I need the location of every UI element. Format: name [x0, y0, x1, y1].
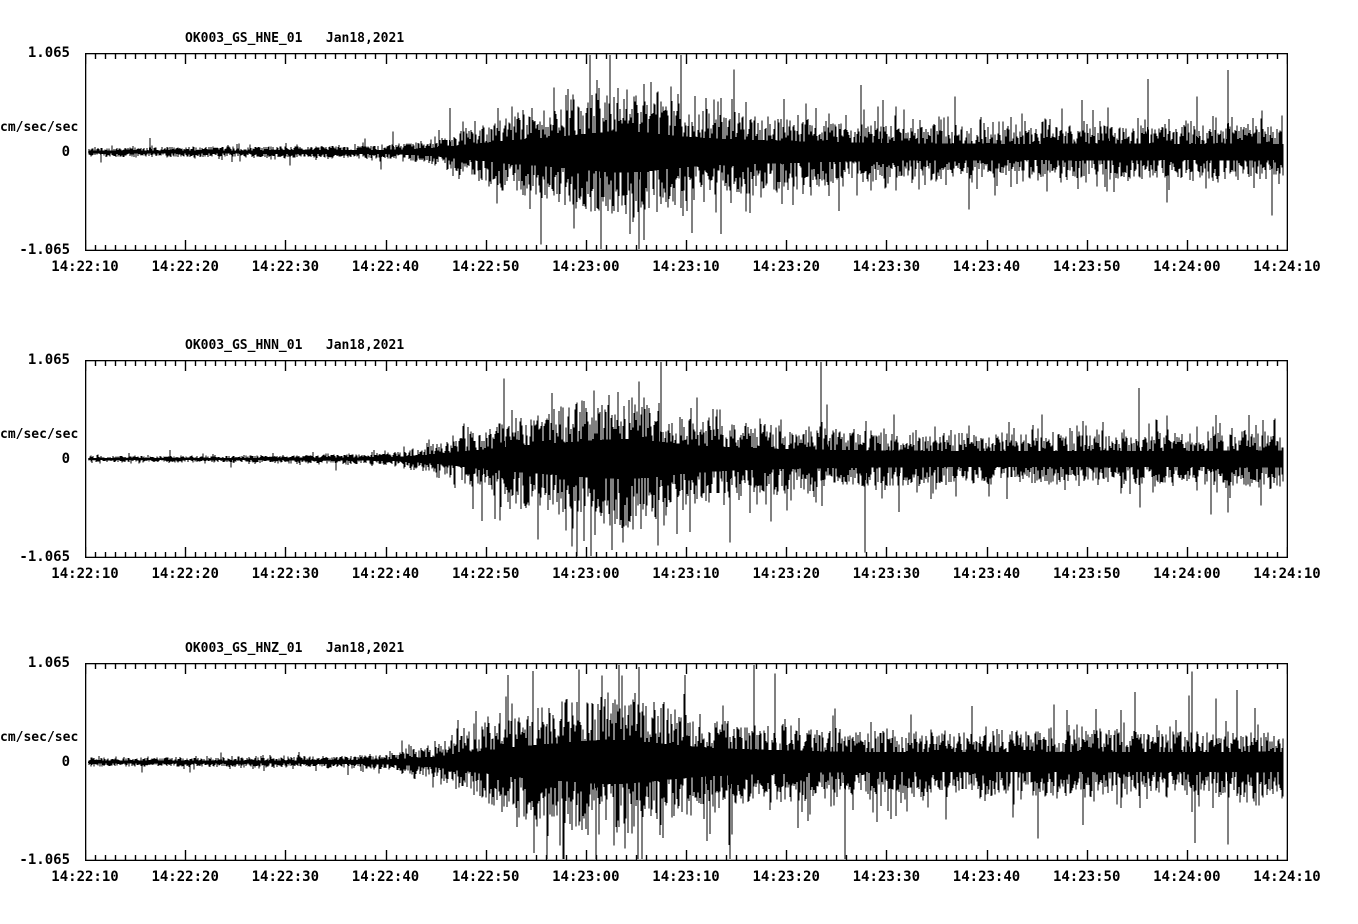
x-tick-label: 14:22:40 — [351, 869, 420, 885]
y-tick-max-hnz: 1.065 — [27, 655, 70, 671]
x-tick-label: 14:22:40 — [351, 566, 420, 582]
x-tick-label: 14:24:00 — [1153, 869, 1221, 885]
x-tick-label: 14:23:30 — [852, 259, 921, 275]
panel-title-hnn: OK003_GS_HNN_01 Jan18,2021 — [185, 338, 405, 353]
x-tick-label: 14:23:10 — [652, 566, 720, 582]
x-tick-label: 14:24:10 — [1253, 566, 1321, 582]
x-tick-label: 14:23:10 — [652, 869, 720, 885]
x-tick-label: 14:23:20 — [752, 566, 820, 582]
x-tick-label: 14:22:20 — [151, 259, 219, 275]
y-tick-min-hnz: -1.065 — [19, 852, 70, 868]
panel-title-hnz: OK003_GS_HNZ_01 Jan18,2021 — [185, 641, 405, 656]
x-tick-label: 14:22:50 — [451, 566, 520, 582]
x-tick-label: 14:24:00 — [1153, 259, 1221, 275]
x-tick-label: 14:22:40 — [351, 259, 420, 275]
x-tick-label: 14:23:00 — [552, 566, 620, 582]
x-tick-label: 14:22:30 — [251, 869, 320, 885]
x-tick-label: 14:23:40 — [952, 869, 1021, 885]
waveform-plot-hnn — [85, 360, 1288, 558]
y-tick-min-hnn: -1.065 — [19, 549, 70, 565]
seismogram-panel-hne: OK003_GS_HNE_01 Jan18,2021 1.065 cm/sec/… — [0, 0, 1358, 310]
x-tick-label: 14:23:00 — [552, 259, 620, 275]
waveform-plot-hnz — [85, 663, 1288, 861]
y-tick-zero-hnn: 0 — [61, 451, 70, 467]
x-tick-label: 14:22:50 — [451, 869, 520, 885]
x-tick-label: 14:23:50 — [1052, 259, 1121, 275]
x-tick-label: 14:23:40 — [952, 566, 1021, 582]
x-tick-label: 14:23:50 — [1052, 566, 1121, 582]
seismogram-panel-hnz: OK003_GS_HNZ_01 Jan18,2021 1.065 cm/sec/… — [0, 610, 1358, 924]
y-tick-max-hne: 1.065 — [27, 45, 70, 61]
x-tick-label: 14:23:20 — [752, 259, 820, 275]
x-tick-label: 14:24:00 — [1153, 566, 1221, 582]
x-tick-label: 14:23:50 — [1052, 869, 1121, 885]
x-tick-label: 14:22:10 — [51, 566, 119, 582]
y-axis-units-hnn: cm/sec/sec — [0, 427, 79, 442]
y-tick-min-hne: -1.065 — [19, 242, 70, 258]
seismogram-panel-hnn: OK003_GS_HNN_01 Jan18,2021 1.065 cm/sec/… — [0, 307, 1358, 617]
x-tick-label: 14:22:20 — [151, 869, 219, 885]
y-tick-zero-hnz: 0 — [61, 754, 70, 770]
x-tick-label: 14:23:10 — [652, 259, 720, 275]
x-tick-label: 14:24:10 — [1253, 869, 1321, 885]
x-tick-label: 14:23:00 — [552, 869, 620, 885]
x-tick-label: 14:22:10 — [51, 869, 119, 885]
panel-title-hne: OK003_GS_HNE_01 Jan18,2021 — [185, 31, 405, 46]
x-tick-label: 14:22:10 — [51, 259, 119, 275]
x-tick-label: 14:22:30 — [251, 259, 320, 275]
x-tick-label: 14:22:30 — [251, 566, 320, 582]
waveform-plot-hne — [85, 53, 1288, 251]
x-tick-label: 14:23:20 — [752, 869, 820, 885]
x-tick-label: 14:23:30 — [852, 869, 921, 885]
x-tick-label: 14:22:20 — [151, 566, 219, 582]
x-tick-label: 14:22:50 — [451, 259, 520, 275]
x-tick-label: 14:23:40 — [952, 259, 1021, 275]
y-axis-units-hnz: cm/sec/sec — [0, 730, 79, 745]
x-tick-label: 14:23:30 — [852, 566, 921, 582]
x-tick-label: 14:24:10 — [1253, 259, 1321, 275]
y-axis-units-hne: cm/sec/sec — [0, 120, 79, 135]
y-tick-max-hnn: 1.065 — [27, 352, 70, 368]
y-tick-zero-hne: 0 — [61, 144, 70, 160]
